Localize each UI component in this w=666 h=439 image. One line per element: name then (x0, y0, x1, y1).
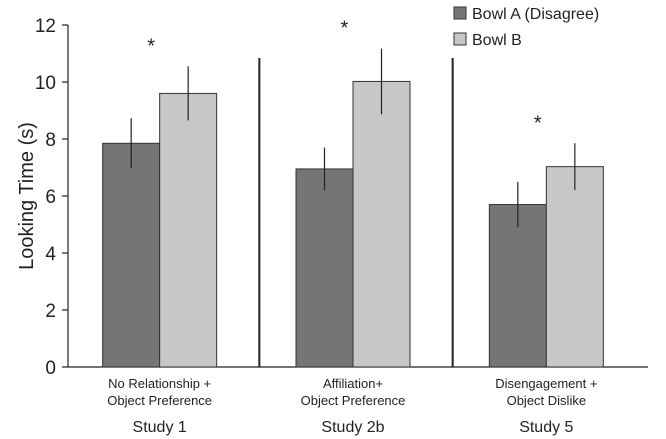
y-tick-label: 10 (35, 73, 56, 94)
legend: Bowl A (Disagree) Bowl B (453, 6, 599, 49)
y-tick-label: 12 (35, 16, 56, 37)
study-label: Study 1 (133, 419, 187, 436)
y-tick-label: 2 (45, 301, 56, 322)
significance-star: * (534, 112, 542, 134)
category-label: Disengagement + (495, 376, 597, 391)
legend-label: Bowl B (472, 32, 522, 49)
study-label: Study 5 (519, 419, 573, 436)
bar (352, 80, 411, 368)
legend-label: Bowl A (Disagree) (472, 6, 599, 23)
category-labels: No Relationship + Object Preference Study … (107, 376, 597, 436)
significance-star: * (147, 35, 155, 57)
y-tick-label: 8 (45, 130, 56, 151)
bar (545, 166, 604, 368)
category-label: Object Preference (301, 393, 406, 408)
category-label: No Relationship + (108, 376, 211, 391)
category-label: Object Dislike (507, 393, 586, 408)
bar (102, 142, 161, 368)
category-label: Object Preference (107, 393, 212, 408)
y-axis-title: Looking Time (s) (16, 122, 38, 270)
bar (488, 204, 547, 368)
y-tick-label: 4 (45, 244, 56, 265)
y-tick-label: 6 (45, 187, 56, 208)
legend-swatch (453, 32, 467, 46)
study-label: Study 2b (321, 419, 384, 436)
bars: * * * (102, 18, 604, 368)
legend-swatch (453, 6, 467, 20)
bar (295, 168, 354, 368)
significance-star: * (341, 18, 349, 40)
y-tick-label: 0 (45, 358, 56, 379)
bar (159, 92, 218, 368)
category-label: Affiliation+ (323, 376, 383, 391)
